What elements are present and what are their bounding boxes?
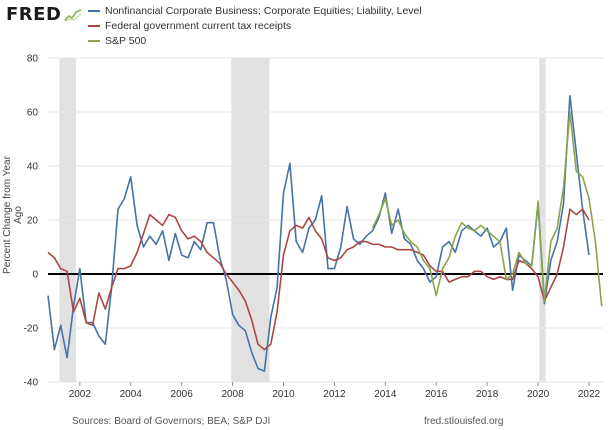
legend-swatch-tax-receipts (88, 24, 100, 27)
x-tick-label-2010: 2010 (272, 389, 295, 400)
x-tick-label-2020: 2020 (527, 389, 550, 400)
x-tick-label-2022: 2022 (578, 389, 601, 400)
chart-series (47, 95, 603, 373)
x-tick-label-2008: 2008 (221, 389, 244, 400)
chart-legend: Nonfinancial Corporate Business; Corpora… (88, 3, 422, 48)
fred-logo[interactable]: FRED (6, 4, 62, 25)
x-tick-label-2006: 2006 (171, 389, 194, 400)
x-tick-label-2016: 2016 (425, 389, 448, 400)
series-line-1 (47, 208, 590, 351)
fred-chart-icon (64, 9, 82, 22)
y-tick-label--40: -40 (24, 378, 39, 389)
x-axis-ticks: 2002 2004 2006 2008 2010 2012 2014 2016 2018 2020… (69, 382, 601, 400)
legend-item-equities[interactable]: Nonfinancial Corporate Business; Corpora… (88, 3, 422, 18)
y-tick-label--20: -20 (24, 324, 39, 335)
legend-swatch-equities (88, 9, 100, 12)
x-tick-label-2014: 2014 (374, 389, 397, 400)
series-line-0 (47, 95, 590, 373)
y-axis-ticks: -40 -20 0 20 40 60 80 (24, 54, 39, 389)
chart-header: FRED Nonfinancial Corporate Business; Co… (0, 0, 613, 52)
legend-swatch-sp500 (88, 39, 100, 42)
x-tick-label-2002: 2002 (69, 389, 92, 400)
legend-item-sp500[interactable]: S&P 500 (88, 33, 422, 48)
chart-gridlines (48, 57, 603, 383)
legend-label-tax-receipts: Federal government current tax receipts (105, 19, 292, 32)
y-tick-label-60: 60 (27, 108, 39, 119)
x-tick-label-2012: 2012 (323, 389, 346, 400)
legend-item-tax-receipts[interactable]: Federal government current tax receipts (88, 18, 422, 33)
sources-note: Sources: Board of Governors; BEA; S&P DJ… (72, 416, 271, 427)
y-tick-label-80: 80 (27, 54, 39, 65)
x-tick-label-2004: 2004 (120, 389, 143, 400)
series-line-2 (371, 111, 603, 307)
y-tick-label-0: 0 (32, 270, 38, 281)
y-tick-label-40: 40 (27, 162, 39, 173)
x-tick-label-2018: 2018 (476, 389, 499, 400)
legend-label-equities: Nonfinancial Corporate Business; Corpora… (105, 4, 422, 17)
legend-label-sp500: S&P 500 (105, 34, 147, 47)
fred-url[interactable]: fred.stlouisfed.org (424, 416, 504, 427)
y-tick-label-20: 20 (27, 216, 39, 227)
